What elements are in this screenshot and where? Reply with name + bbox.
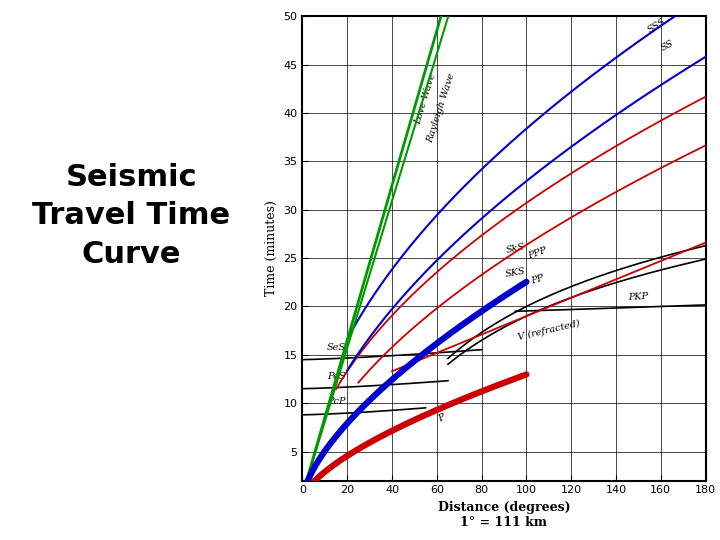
- Text: V (refracted): V (refracted): [517, 319, 581, 342]
- Text: Rayleigh Wave: Rayleigh Wave: [426, 72, 456, 144]
- Text: PeS: PeS: [327, 372, 346, 381]
- Text: Seismic
Travel Time
Curve: Seismic Travel Time Curve: [32, 163, 230, 269]
- Text: SSS: SSS: [646, 17, 667, 35]
- Y-axis label: Time (minutes): Time (minutes): [265, 200, 278, 296]
- Text: Love Wave: Love Wave: [413, 72, 438, 125]
- Text: SeS: SeS: [326, 342, 346, 352]
- Text: PP: PP: [530, 273, 545, 286]
- Text: PPP: PPP: [527, 246, 549, 261]
- Text: SKS: SKS: [504, 266, 526, 279]
- Text: SkS: SkS: [505, 242, 526, 255]
- Text: SS: SS: [660, 38, 675, 52]
- X-axis label: Distance (degrees)
1° = 111 km: Distance (degrees) 1° = 111 km: [438, 501, 570, 529]
- Text: P: P: [436, 412, 446, 423]
- Text: PKP: PKP: [628, 292, 649, 302]
- Text: PcP: PcP: [327, 397, 346, 406]
